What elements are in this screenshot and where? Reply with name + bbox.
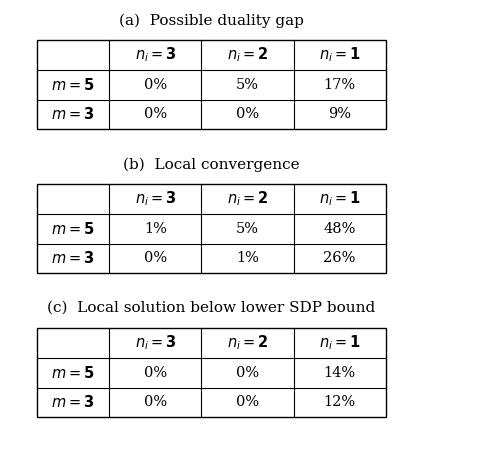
Text: (b)  Local convergence: (b) Local convergence xyxy=(123,158,299,172)
Text: $m = \mathbf{3}$: $m = \mathbf{3}$ xyxy=(51,395,95,410)
Text: $m = \mathbf{5}$: $m = \mathbf{5}$ xyxy=(51,77,95,93)
Text: 1%: 1% xyxy=(144,222,167,236)
Text: $n_i = \mathbf{2}$: $n_i = \mathbf{2}$ xyxy=(227,46,268,64)
Text: $m = \mathbf{3}$: $m = \mathbf{3}$ xyxy=(51,107,95,122)
Text: $m = \mathbf{5}$: $m = \mathbf{5}$ xyxy=(51,221,95,236)
Text: $n_i = \mathbf{3}$: $n_i = \mathbf{3}$ xyxy=(135,334,176,352)
Text: $n_i = \mathbf{1}$: $n_i = \mathbf{1}$ xyxy=(318,190,361,208)
Text: $n_i = \mathbf{1}$: $n_i = \mathbf{1}$ xyxy=(318,334,361,352)
Text: 0%: 0% xyxy=(144,366,167,379)
Text: 14%: 14% xyxy=(323,366,356,379)
Bar xyxy=(37,40,386,129)
Bar xyxy=(37,328,386,417)
Text: 12%: 12% xyxy=(323,396,356,409)
Text: 48%: 48% xyxy=(323,222,356,236)
Text: 0%: 0% xyxy=(144,78,167,92)
Text: 9%: 9% xyxy=(328,108,351,121)
Text: $n_i = \mathbf{3}$: $n_i = \mathbf{3}$ xyxy=(135,46,176,64)
Text: (c)  Local solution below lower SDP bound: (c) Local solution below lower SDP bound xyxy=(47,301,375,315)
Text: 0%: 0% xyxy=(144,252,167,265)
Text: 0%: 0% xyxy=(144,396,167,409)
Text: 0%: 0% xyxy=(236,396,259,409)
Bar xyxy=(37,184,386,273)
Text: 17%: 17% xyxy=(323,78,356,92)
Text: $m = \mathbf{5}$: $m = \mathbf{5}$ xyxy=(51,365,95,380)
Text: 0%: 0% xyxy=(236,366,259,379)
Text: 26%: 26% xyxy=(323,252,356,265)
Text: $m = \mathbf{3}$: $m = \mathbf{3}$ xyxy=(51,251,95,266)
Text: $n_i = \mathbf{3}$: $n_i = \mathbf{3}$ xyxy=(135,190,176,208)
Text: 0%: 0% xyxy=(236,108,259,121)
Text: $n_i = \mathbf{2}$: $n_i = \mathbf{2}$ xyxy=(227,190,268,208)
Text: 0%: 0% xyxy=(144,108,167,121)
Text: (a)  Possible duality gap: (a) Possible duality gap xyxy=(119,14,304,28)
Text: $n_i = \mathbf{1}$: $n_i = \mathbf{1}$ xyxy=(318,46,361,64)
Text: 5%: 5% xyxy=(236,78,259,92)
Text: $n_i = \mathbf{2}$: $n_i = \mathbf{2}$ xyxy=(227,334,268,352)
Text: 5%: 5% xyxy=(236,222,259,236)
Text: 1%: 1% xyxy=(236,252,259,265)
